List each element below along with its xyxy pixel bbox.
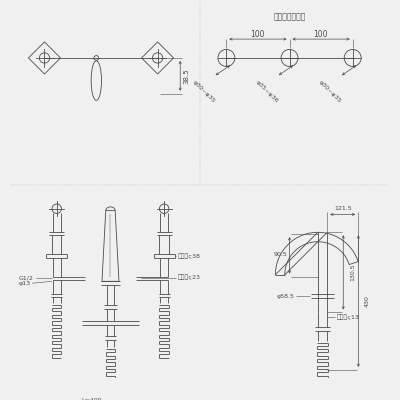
Text: L=400: L=400 [81,398,102,400]
Text: φ58.5: φ58.5 [276,294,294,299]
Text: 38.5: 38.5 [184,68,190,84]
Text: 六角導ς13: 六角導ς13 [337,314,360,320]
Text: φ30~φ35: φ30~φ35 [318,80,342,104]
Text: φ35~φ36: φ35~φ36 [255,80,279,104]
Text: φ13: φ13 [19,281,31,286]
Text: 430: 430 [364,295,369,307]
Text: 100: 100 [313,30,328,39]
Text: 130.5: 130.5 [350,263,355,281]
Text: 100: 100 [250,30,265,39]
Text: 90.5: 90.5 [273,252,287,258]
Text: 121.5: 121.5 [334,206,352,211]
Text: G1/2: G1/2 [19,275,34,280]
Text: φ30~φ35: φ30~φ35 [192,80,216,104]
Text: 六角導ς38: 六角導ς38 [177,253,200,259]
Text: 大角導ς23: 大角導ς23 [177,275,200,280]
Text: 水鉛金具取付大: 水鉛金具取付大 [273,13,306,22]
